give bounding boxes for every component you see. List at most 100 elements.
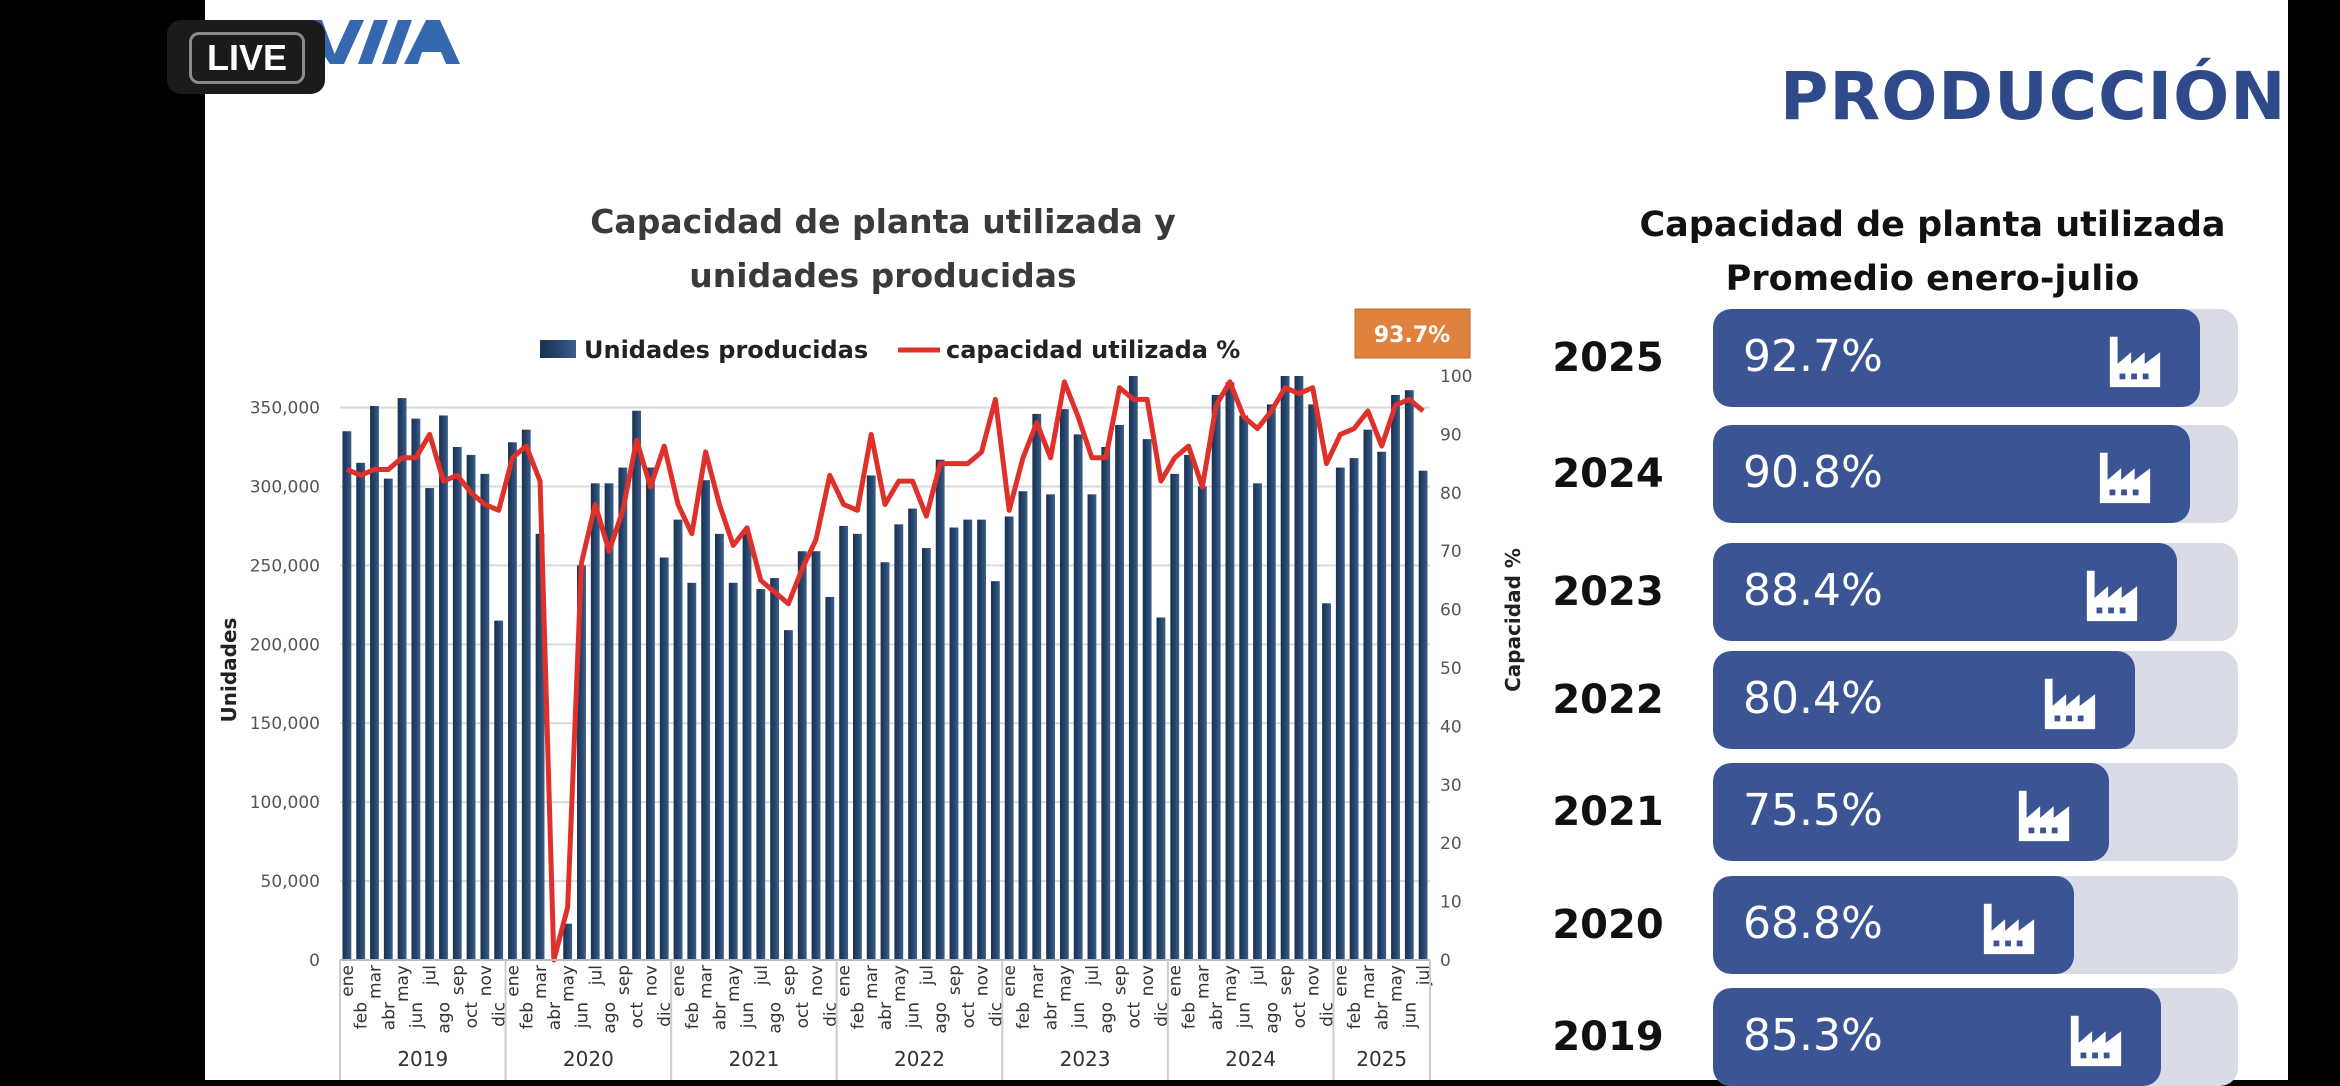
row-year: 2020: [1552, 902, 1664, 948]
right-axis-title: Capacidad %: [1501, 548, 1525, 692]
month-label: may: [559, 965, 579, 1002]
month-label: jul: [917, 965, 937, 986]
month-label: abr: [876, 1002, 896, 1030]
month-label: feb: [1014, 1002, 1034, 1029]
right-tick-label: 20: [1440, 834, 1462, 854]
month-label: abr: [1207, 1002, 1227, 1030]
left-axis-title: Unidades: [217, 618, 241, 723]
bar: [618, 467, 628, 960]
chart-title-line-2: unidades producidas: [689, 256, 1077, 295]
bar: [880, 562, 890, 960]
left-tick-label: 150,000: [250, 714, 320, 734]
legend-line-label: capacidad utilizada %: [946, 336, 1240, 364]
row-year: 2021: [1552, 789, 1664, 835]
month-label: nov: [641, 965, 661, 996]
bar: [1294, 376, 1304, 960]
capacity-line: [345, 379, 1425, 963]
panel-title-line-1: Capacidad de planta utilizada: [1639, 205, 2226, 245]
month-label: ago: [931, 1002, 951, 1034]
progress-track: 75.5%: [1713, 763, 2238, 861]
bar: [935, 459, 945, 960]
month-label: ago: [1262, 1002, 1282, 1034]
month-label: abr: [379, 1002, 399, 1030]
bar: [1073, 434, 1083, 960]
chart-title: Capacidad de planta utilizada y unidades…: [480, 195, 1286, 303]
year-label: 2021: [728, 1047, 779, 1071]
bar: [1266, 404, 1276, 961]
month-label: jun: [1069, 1002, 1089, 1029]
bar: [1170, 473, 1180, 960]
year-label: 2020: [563, 1047, 614, 1071]
bar: [590, 483, 600, 960]
bar: [1239, 415, 1249, 960]
row-value: 68.8%: [1743, 898, 1883, 949]
month-label: dic: [655, 1002, 675, 1027]
bar: [839, 525, 849, 960]
row-value: 90.8%: [1743, 447, 1883, 498]
bar: [673, 519, 683, 960]
year-label: 2019: [397, 1047, 448, 1071]
row-year: 2022: [1552, 677, 1664, 723]
progress-track: 92.7%: [1713, 309, 2238, 407]
month-label: ene: [503, 965, 523, 997]
year-label: 2023: [1060, 1047, 1111, 1071]
month-label: jun: [1400, 1002, 1420, 1029]
bar: [494, 620, 504, 960]
month-label: mar: [1359, 965, 1379, 999]
month-label: feb: [848, 1002, 868, 1029]
month-label: nov: [1304, 965, 1324, 996]
row-year: 2024: [1552, 451, 1664, 497]
bar: [1211, 394, 1221, 960]
progress-fill: [1713, 763, 2110, 861]
bar: [1363, 429, 1373, 960]
bar: [356, 462, 366, 960]
month-label: ene: [835, 965, 855, 997]
bar: [728, 582, 738, 960]
month-label: feb: [517, 1002, 537, 1029]
month-label: oct: [793, 1002, 813, 1029]
month-label: mar: [1028, 965, 1048, 999]
bar: [508, 442, 517, 961]
bar: [1335, 467, 1345, 960]
month-label: jul: [1249, 965, 1269, 986]
year-label: 2022: [894, 1047, 945, 1071]
factory-icon: [2082, 565, 2142, 623]
month-label: ene: [1331, 965, 1351, 997]
month-label: jun: [407, 1002, 427, 1029]
month-label: dic: [986, 1002, 1006, 1027]
row-value: 85.3%: [1743, 1010, 1883, 1061]
month-label: jun: [572, 1002, 592, 1029]
month-label: feb: [683, 1002, 703, 1029]
bar: [715, 533, 724, 960]
capacity-row-2019: 2019 85.3%: [1548, 988, 2248, 1086]
bar: [1142, 439, 1152, 960]
month-label: ago: [600, 1002, 620, 1034]
bar: [563, 923, 573, 960]
row-year: 2023: [1552, 569, 1664, 615]
month-label: may: [890, 965, 910, 1002]
bar: [659, 557, 669, 960]
month-label: jul: [586, 965, 606, 986]
month-label: dic: [1152, 1002, 1172, 1027]
month-label: ene: [669, 965, 689, 997]
month-label: dic: [821, 1002, 841, 1027]
month-label: feb: [352, 1002, 372, 1029]
capacity-row-2024: 2024 90.8%: [1548, 425, 2248, 523]
bar: [370, 405, 379, 960]
month-label: oct: [959, 1002, 979, 1029]
row-value: 92.7%: [1743, 331, 1883, 382]
bar: [756, 589, 766, 960]
bar: [1253, 483, 1262, 960]
bar: [742, 533, 752, 960]
month-label: jun: [1235, 1002, 1255, 1029]
bar: [480, 473, 490, 960]
month-label: ago: [434, 1002, 454, 1034]
bar: [1322, 603, 1331, 960]
month-label: nov: [1138, 965, 1158, 996]
bar: [1004, 516, 1014, 960]
month-label: jul: [752, 965, 772, 986]
bar: [1404, 390, 1414, 960]
bar: [963, 519, 973, 960]
month-label: ago: [766, 1002, 786, 1034]
month-label: ene: [1166, 965, 1186, 997]
